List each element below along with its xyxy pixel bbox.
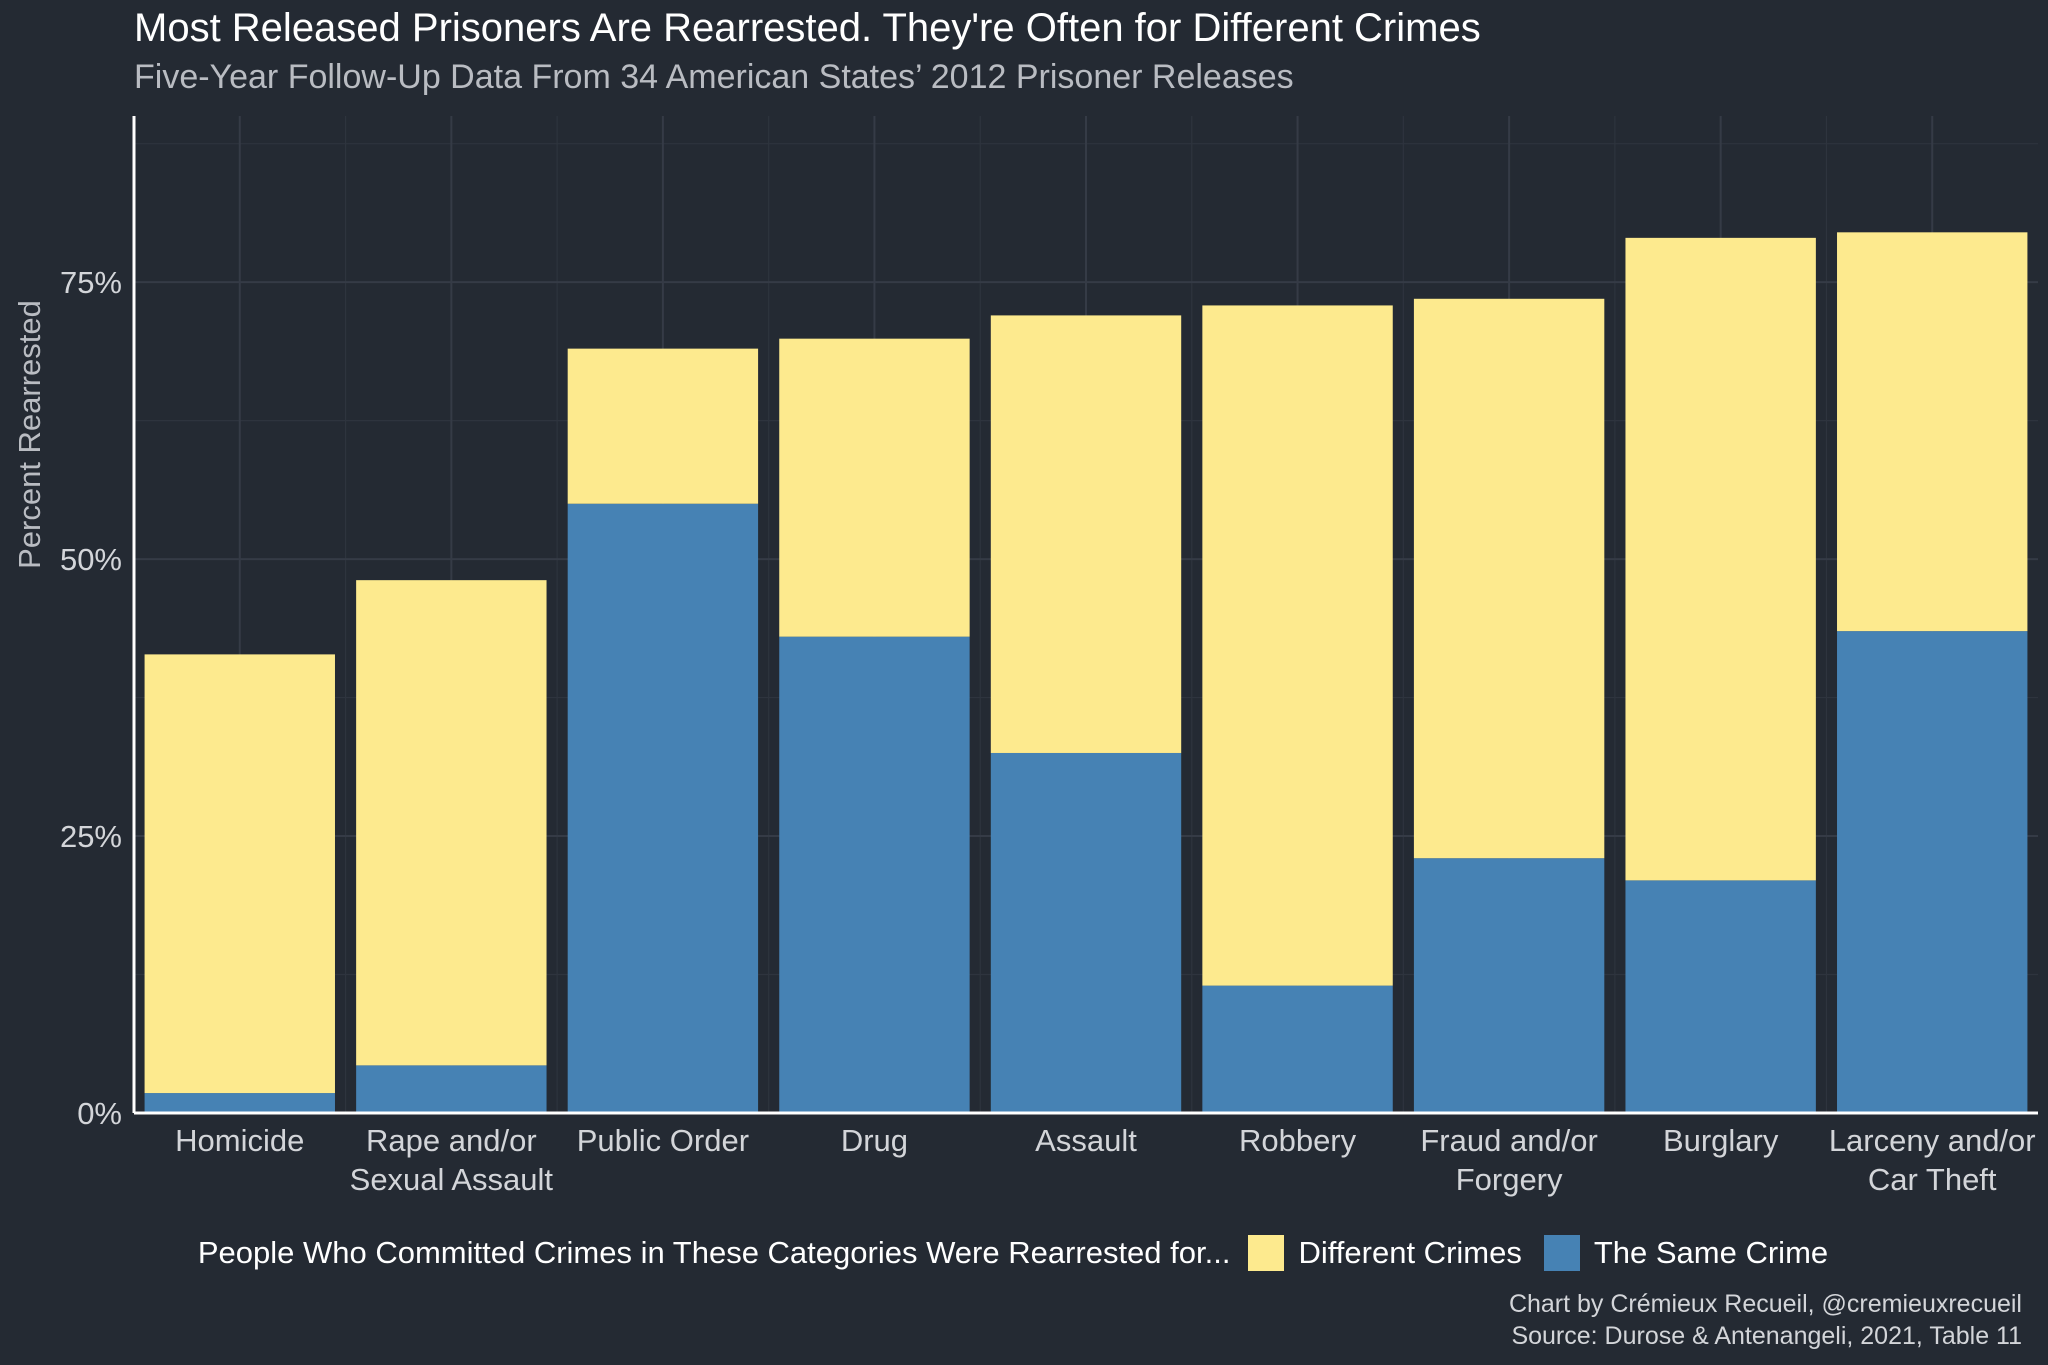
legend-label-same-crime: The Same Crime [1593, 1235, 1829, 1270]
bar-different-crimes [567, 348, 759, 504]
x-tick-label: Forgery [1456, 1162, 1563, 1197]
bar-same-crime [779, 636, 970, 1113]
bar-same-crime [356, 1065, 547, 1113]
legend: People Who Committed Crimes in These Cat… [0, 1228, 2048, 1278]
bar-same-crime [1202, 985, 1393, 1113]
bar-different-crimes [144, 654, 335, 1094]
y-tick-label: 25% [60, 819, 122, 854]
legend-key-same-crime [1543, 1235, 1580, 1271]
bar-different-crimes [356, 580, 547, 1066]
bar-different-crimes [1413, 298, 1605, 859]
x-tick-label: Larceny and/or [1829, 1123, 2036, 1158]
bar-same-crime [1837, 631, 2028, 1113]
x-tick-label: Homicide [175, 1123, 304, 1158]
chart-title: Most Released Prisoners Are Rearrested. … [134, 6, 1481, 50]
bar-different-crimes [1202, 305, 1393, 986]
bar-different-crimes [1625, 237, 1816, 881]
caption-credit: Chart by Crémieux Recueil, @cremieuxrecu… [1508, 1290, 2022, 1318]
y-axis-title: Percent Rearrested [12, 300, 47, 569]
x-tick-label: Assault [1035, 1123, 1137, 1158]
legend-key-different-crimes [1248, 1235, 1285, 1271]
bar-same-crime [1625, 880, 1816, 1113]
y-tick-label: 75% [60, 265, 122, 300]
x-tick-label: Sexual Assault [350, 1162, 554, 1197]
chart-subtitle: Five-Year Follow-Up Data From 34 America… [134, 58, 1294, 96]
legend-label-different-crimes: Different Crimes [1298, 1235, 1522, 1270]
y-tick-label: 0% [77, 1096, 122, 1131]
bar-different-crimes [779, 338, 970, 637]
x-tick-label: Fraud and/or [1420, 1123, 1598, 1158]
x-tick-label: Public Order [577, 1123, 749, 1158]
legend-title: People Who Committed Crimes in These Cat… [197, 1235, 1231, 1270]
x-tick-label: Drug [841, 1123, 908, 1158]
bar-different-crimes [990, 315, 1182, 753]
bar-same-crime [144, 1093, 335, 1113]
caption-source: Source: Durose & Antenangeli, 2021, Tabl… [1511, 1322, 2022, 1350]
x-tick-label: Car Theft [1868, 1162, 1997, 1197]
bar-same-crime [567, 503, 759, 1113]
bar-same-crime [1413, 858, 1605, 1113]
x-tick-label: Burglary [1663, 1123, 1779, 1158]
x-tick-label: Robbery [1239, 1123, 1357, 1158]
bar-different-crimes [1837, 232, 2028, 632]
bar-same-crime [990, 752, 1182, 1113]
x-tick-label: Rape and/or [366, 1123, 537, 1158]
y-tick-label: 50% [60, 542, 122, 577]
chart-caption: Chart by Crémieux Recueil, @cremieuxrecu… [1509, 1288, 2022, 1352]
